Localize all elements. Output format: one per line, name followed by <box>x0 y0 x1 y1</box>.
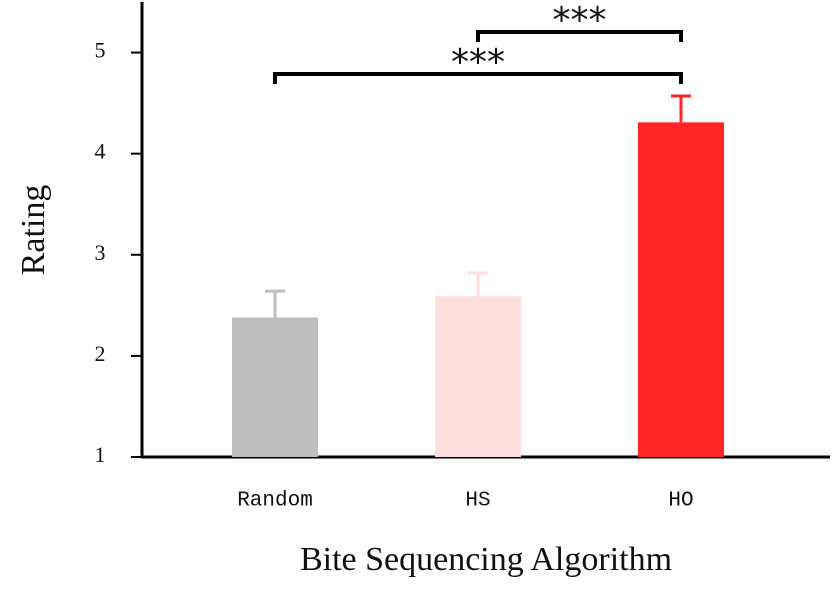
error-bar <box>468 271 488 297</box>
significance-bracket <box>476 30 683 42</box>
significance-label: *** <box>553 0 607 41</box>
x-tick-label: HO <box>668 490 693 513</box>
bar <box>232 317 318 457</box>
y-tick-label: 3 <box>95 240 106 265</box>
bar <box>638 122 724 458</box>
y-axis-title: Rating <box>15 185 52 276</box>
x-axis-title: Bite Sequencing Algorithm <box>300 541 672 578</box>
x-tick-label: HS <box>465 490 490 513</box>
significance-bracket <box>273 72 683 84</box>
error-bar <box>671 94 691 123</box>
y-tick-label: 4 <box>95 139 106 164</box>
bar <box>435 296 521 457</box>
y-tick-label: 2 <box>95 341 106 366</box>
significance-label: *** <box>451 42 505 83</box>
x-tick-label: Random <box>237 490 313 513</box>
y-tick-label: 1 <box>95 442 106 467</box>
error-bar <box>265 289 285 318</box>
y-tick-label: 5 <box>95 38 106 63</box>
